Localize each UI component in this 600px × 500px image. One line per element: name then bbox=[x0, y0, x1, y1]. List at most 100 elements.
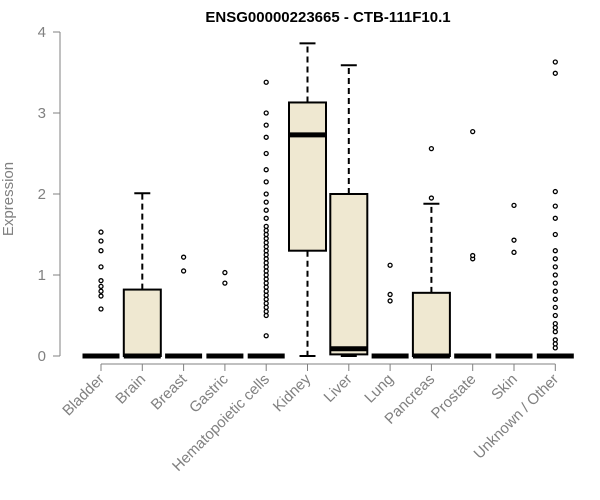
outlier-point bbox=[263, 150, 269, 157]
outlier-point bbox=[263, 231, 269, 238]
outlier-point bbox=[552, 341, 558, 347]
x-tick-label: Bladder bbox=[59, 371, 108, 420]
box-group bbox=[288, 42, 327, 357]
box-group bbox=[411, 145, 451, 359]
x-tick-label: Skin bbox=[488, 371, 521, 404]
plot-area bbox=[82, 42, 574, 359]
outlier-point bbox=[263, 288, 269, 294]
y-tick-label: 2 bbox=[38, 186, 46, 203]
outlier-point bbox=[552, 215, 558, 221]
outlier-point bbox=[552, 329, 558, 335]
outlier-point bbox=[222, 269, 228, 276]
x-tick-label: Brain bbox=[112, 371, 149, 408]
iqr-box bbox=[122, 288, 162, 357]
outlier-point bbox=[552, 203, 558, 209]
y-axis-label: Expression bbox=[0, 162, 17, 236]
outlier-point bbox=[552, 70, 558, 76]
outlier-point bbox=[98, 278, 104, 284]
box-group bbox=[165, 254, 203, 359]
outlier-point bbox=[552, 337, 558, 343]
outlier-point bbox=[98, 288, 104, 294]
x-tick-label: Prostate bbox=[428, 371, 480, 423]
outlier-point bbox=[263, 122, 269, 128]
outlier-point bbox=[263, 167, 269, 173]
outlier-point bbox=[428, 145, 435, 152]
outlier-point bbox=[263, 260, 269, 266]
outlier-point bbox=[98, 248, 104, 254]
outlier-point bbox=[263, 333, 269, 339]
outlier-point bbox=[552, 264, 558, 270]
outlier-point bbox=[263, 252, 269, 258]
outlier-point bbox=[552, 272, 558, 278]
y-tick-label: 0 bbox=[38, 348, 46, 365]
outlier-point bbox=[263, 215, 269, 221]
outlier-point bbox=[98, 306, 104, 312]
box-group bbox=[536, 59, 574, 359]
y-axis: 0 1 2 3 4 bbox=[38, 24, 61, 365]
y-tick-label: 3 bbox=[38, 105, 46, 122]
x-tick-label: Liver bbox=[321, 371, 356, 406]
outlier-point bbox=[263, 239, 269, 246]
outlier-point bbox=[552, 304, 558, 311]
outlier-point bbox=[552, 256, 558, 262]
box-group bbox=[371, 262, 409, 359]
y-tick-label: 1 bbox=[38, 267, 46, 284]
x-tick-label: Kidney bbox=[270, 370, 315, 415]
x-tick-label: Breast bbox=[148, 370, 191, 413]
outlier-point bbox=[98, 238, 104, 244]
outlier-point bbox=[180, 254, 187, 260]
outlier-point bbox=[180, 268, 187, 274]
iqr-box bbox=[411, 291, 451, 358]
y-tick-label: 4 bbox=[38, 24, 46, 41]
outlier-point bbox=[511, 237, 517, 243]
outlier-point bbox=[263, 248, 269, 254]
outlier-point bbox=[387, 262, 393, 268]
outlier-point bbox=[552, 288, 558, 294]
chart-title: ENSG00000223665 - CTB-111F10.1 bbox=[205, 9, 450, 26]
outlier-point bbox=[263, 300, 269, 307]
box-group bbox=[495, 202, 533, 359]
outlier-point bbox=[552, 248, 558, 254]
outlier-point bbox=[387, 298, 393, 304]
outlier-point bbox=[470, 128, 476, 135]
box-group bbox=[454, 128, 492, 359]
outlier-point bbox=[552, 188, 558, 195]
outlier-point bbox=[263, 223, 269, 230]
outlier-point bbox=[263, 227, 269, 234]
outlier-point bbox=[263, 308, 269, 315]
outlier-point bbox=[98, 264, 104, 270]
outlier-point bbox=[552, 312, 558, 319]
outlier-point bbox=[552, 320, 558, 327]
outlier-point bbox=[263, 191, 269, 197]
outlier-point bbox=[98, 293, 104, 299]
outlier-point bbox=[98, 283, 104, 289]
box-group bbox=[329, 64, 369, 357]
outlier-point bbox=[428, 195, 435, 201]
outlier-point bbox=[263, 280, 269, 286]
iqr-box bbox=[329, 193, 369, 356]
outlier-point bbox=[263, 110, 269, 116]
outlier-point bbox=[552, 59, 558, 65]
box-group bbox=[247, 79, 285, 359]
iqr-box bbox=[288, 101, 327, 252]
outlier-point bbox=[263, 179, 269, 185]
outlier-point bbox=[511, 249, 517, 255]
outlier-point bbox=[263, 134, 269, 140]
box-group bbox=[206, 269, 244, 359]
outlier-point bbox=[263, 235, 269, 242]
outlier-point bbox=[263, 199, 269, 205]
outlier-point bbox=[387, 291, 393, 298]
outlier-point bbox=[263, 207, 269, 213]
outlier-point bbox=[552, 231, 558, 238]
outlier-point bbox=[98, 229, 104, 235]
outlier-point bbox=[470, 252, 476, 259]
outlier-point bbox=[552, 296, 558, 302]
x-tick-label: Lung bbox=[361, 371, 397, 407]
outlier-point bbox=[552, 280, 558, 286]
box-group bbox=[82, 229, 120, 359]
outlier-point bbox=[222, 280, 228, 286]
box-group bbox=[122, 192, 162, 359]
outlier-point bbox=[263, 268, 269, 274]
